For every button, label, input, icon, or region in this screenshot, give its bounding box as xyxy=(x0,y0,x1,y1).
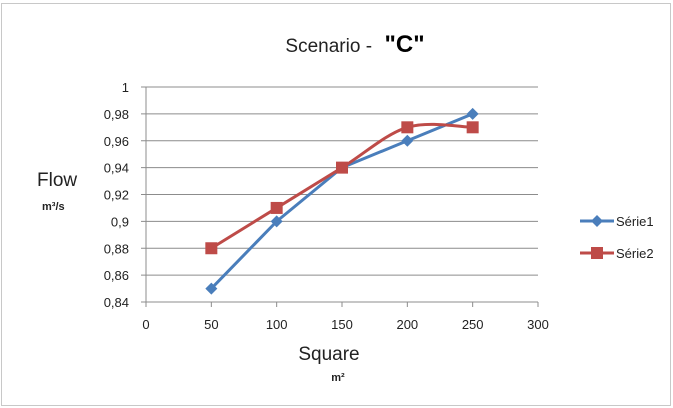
x-tick-label: 50 xyxy=(204,317,218,332)
data-point xyxy=(270,201,283,214)
x-tick-label: 100 xyxy=(266,317,288,332)
series-line xyxy=(210,112,474,290)
legend-item-2: Série2 xyxy=(580,246,654,261)
legend: Série1 Série2 xyxy=(580,214,654,261)
chart-title: Scenario - "C" xyxy=(285,31,424,58)
chart-frame xyxy=(1,3,671,406)
x-tick-label: 200 xyxy=(396,317,418,332)
data-point xyxy=(205,242,218,255)
data-point xyxy=(336,161,348,174)
legend-label: Série1 xyxy=(616,214,654,229)
y-tick-label: 0,96 xyxy=(104,134,129,149)
legend-item-1: Série1 xyxy=(580,214,654,229)
series-1 xyxy=(205,107,479,295)
legend-label: Série2 xyxy=(616,246,654,261)
data-point xyxy=(466,121,479,134)
chart-title-emphasis: "C" xyxy=(384,31,424,58)
data-point xyxy=(401,121,414,134)
series-2 xyxy=(205,121,479,255)
y-tick-label: 0,94 xyxy=(104,161,129,176)
y-tick-label: 0,92 xyxy=(104,188,129,203)
y-axis-label: Flow xyxy=(37,170,77,191)
legend-marker xyxy=(591,215,603,227)
x-tick-label: 0 xyxy=(142,317,149,332)
y-tick-label: 0,98 xyxy=(104,107,129,122)
y-tick-label: 0,88 xyxy=(104,241,129,256)
axes: 0,84 0,86 0,88 0,9 0,92 0,94 0,96 0,98 1 0 50 100 15… xyxy=(104,80,549,332)
y-tick-label: 1 xyxy=(122,80,129,95)
y-tick-label: 0,84 xyxy=(104,295,129,310)
chart-title-prefix: Scenario - xyxy=(285,36,372,57)
x-tick-label: 300 xyxy=(527,317,549,332)
y-tick-label: 0,9 xyxy=(111,214,129,229)
series-layer xyxy=(205,107,479,295)
y-axis-unit: m³/s xyxy=(42,201,65,213)
legend-marker xyxy=(591,247,603,259)
data-point xyxy=(466,107,479,120)
x-axis-label: Square xyxy=(298,344,359,365)
data-point xyxy=(270,215,283,228)
data-point xyxy=(205,282,218,295)
data-point xyxy=(401,134,414,147)
gridlines xyxy=(146,86,538,303)
series-line xyxy=(210,122,473,250)
x-tick-label: 150 xyxy=(331,317,353,332)
x-axis-unit: m² xyxy=(331,372,345,384)
y-tick-label: 0,86 xyxy=(104,268,129,283)
x-tick-label: 250 xyxy=(462,317,484,332)
